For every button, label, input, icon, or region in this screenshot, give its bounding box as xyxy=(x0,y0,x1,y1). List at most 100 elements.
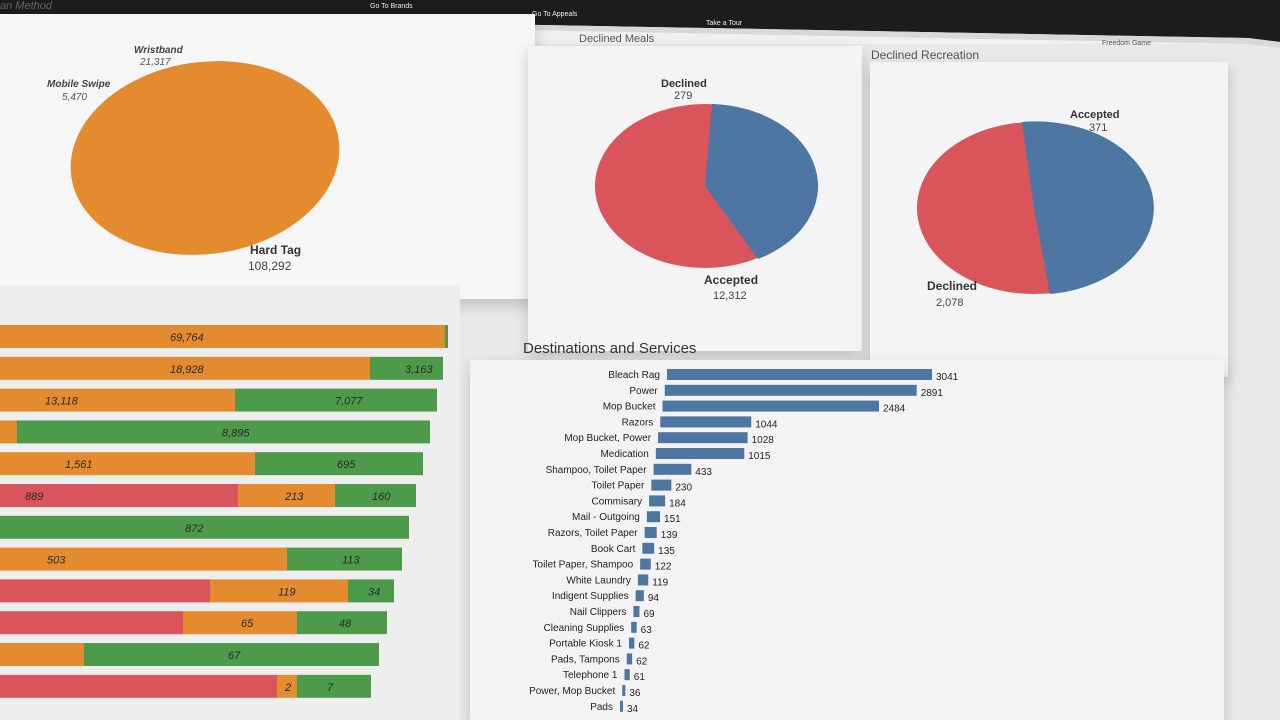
nav-freedom-game[interactable]: Freedom Game xyxy=(1102,40,1151,47)
stacked-row-segment-green[interactable] xyxy=(84,643,379,666)
stacked-row-segment-orange[interactable] xyxy=(238,484,335,507)
destinations-value-label: 61 xyxy=(634,672,646,683)
destinations-category-label: Mop Bucket xyxy=(603,402,656,413)
stacked-row-segment-green[interactable] xyxy=(335,484,416,507)
stacked-row-value-label: 695 xyxy=(337,459,356,471)
scan-method-slice-hard-tag[interactable] xyxy=(58,44,352,272)
stacked-row-segment-orange[interactable] xyxy=(0,388,235,412)
declined-meals-value-declined: 279 xyxy=(674,90,692,102)
destinations-category-label: Razors xyxy=(622,417,654,428)
stacked-row-value-label: 160 xyxy=(372,491,391,503)
destinations-bar[interactable] xyxy=(653,463,692,475)
stacked-row-segment-red[interactable] xyxy=(0,611,183,635)
declined-meals-slice-declined[interactable] xyxy=(705,104,819,259)
destinations-category-label: Toilet Paper, Shampoo xyxy=(533,560,634,571)
destinations-bar[interactable] xyxy=(651,479,672,491)
destinations-bar[interactable] xyxy=(660,416,752,428)
destinations-value-label: 63 xyxy=(641,625,653,636)
destinations-bar[interactable] xyxy=(644,527,657,538)
stacked-row-value-label: 67 xyxy=(228,650,241,662)
stacked-row-segment-green[interactable] xyxy=(445,325,448,348)
destinations-value-label: 119 xyxy=(652,577,668,588)
destinations-bar[interactable] xyxy=(642,542,655,554)
destinations-bar[interactable] xyxy=(624,669,630,681)
destinations-category-label: Power xyxy=(629,386,658,397)
declined-meals-label-declined: Declined xyxy=(661,78,707,90)
stacked-row-segment-orange[interactable] xyxy=(277,674,297,698)
destinations-category-label: Cleaning Supplies xyxy=(544,623,625,634)
stacked-row-segment-green[interactable] xyxy=(370,356,443,380)
stacked-row-value-label: 65 xyxy=(241,618,254,630)
destinations-value-label: 122 xyxy=(655,562,672,573)
destinations-value-label: 1028 xyxy=(752,435,775,446)
destinations-value-label: 62 xyxy=(636,656,648,667)
stacked-bars-chart: 69,764 18,928 3,163 13,118 7,077 8,895 1,561 69… xyxy=(0,285,460,720)
stacked-row-segment-orange[interactable] xyxy=(0,325,445,348)
stacked-row-segment-orange[interactable] xyxy=(0,452,255,476)
destinations-value-label: 69 xyxy=(643,609,655,620)
destinations-category-label: White Laundry xyxy=(566,575,630,586)
destinations-bar[interactable] xyxy=(633,606,640,617)
stacked-row-segment-orange[interactable] xyxy=(210,579,348,603)
destinations-value-label: 2484 xyxy=(883,404,906,415)
destinations-bar[interactable] xyxy=(626,653,633,665)
destinations-value-label: 230 xyxy=(675,483,692,494)
nav-go-to-appeals[interactable]: Go To Appeals xyxy=(532,11,578,18)
stacked-row-segment-orange[interactable] xyxy=(0,356,370,380)
destinations-bar[interactable] xyxy=(628,637,635,649)
stacked-row-value-label: 872 xyxy=(185,523,203,535)
stacked-row-value-label: 889 xyxy=(25,491,43,503)
destinations-bar[interactable] xyxy=(664,384,917,396)
top-nav-background xyxy=(0,0,1280,42)
stacked-row-segment-orange[interactable] xyxy=(0,547,287,571)
destinations-bar[interactable] xyxy=(655,448,745,459)
stacked-row-segment-green[interactable] xyxy=(0,515,409,539)
destinations-category-label: Nail Clippers xyxy=(570,607,627,618)
stacked-row-segment-green[interactable] xyxy=(348,579,394,603)
destinations-bar[interactable] xyxy=(620,700,623,712)
stacked-row-segment-green[interactable] xyxy=(287,547,402,571)
stacked-row-segment-orange[interactable] xyxy=(183,611,297,635)
destinations-bar[interactable] xyxy=(649,495,666,507)
stacked-row-value-label: 8,895 xyxy=(222,427,250,439)
stacked-row-value-label: 3,163 xyxy=(405,364,433,376)
destinations-bar[interactable] xyxy=(637,574,649,586)
stacked-bars-rows: 69,764 18,928 3,163 13,118 7,077 8,895 1,561 69… xyxy=(0,325,448,698)
nav-take-a-tour[interactable]: Take a Tour xyxy=(706,20,743,27)
destinations-bar[interactable] xyxy=(658,432,748,444)
declined-recreation-pie-chart: Accepted 371 Declined 2,078 xyxy=(917,109,1154,309)
destinations-bar[interactable] xyxy=(631,621,637,633)
declined-meals-label-accepted: Accepted xyxy=(704,273,758,287)
nav-go-to-brands[interactable]: Go To Brands xyxy=(370,3,413,10)
destinations-bar[interactable] xyxy=(640,558,651,570)
destinations-category-label: Power, Mop Bucket xyxy=(529,686,615,697)
destinations-value-label: 135 xyxy=(658,546,675,557)
destinations-bar[interactable] xyxy=(635,590,644,602)
stacked-row-segment-red[interactable] xyxy=(0,484,238,507)
stacked-row-segment-orange[interactable] xyxy=(0,643,84,666)
stacked-row-segment-green[interactable] xyxy=(297,611,387,635)
destinations-value-label: 151 xyxy=(664,514,681,525)
stacked-row-segment-orange[interactable] xyxy=(0,420,17,444)
scan-method-value-hard-tag: 108,292 xyxy=(248,259,292,273)
declined-recreation-slice-accepted[interactable] xyxy=(1022,121,1154,294)
destinations-bar[interactable] xyxy=(667,369,932,380)
scan-method-label-mobile-swipe: Mobile Swipe xyxy=(47,79,111,90)
stacked-row-segment-green[interactable] xyxy=(255,452,423,476)
destinations-bar[interactable] xyxy=(662,400,879,412)
stacked-row-segment-red[interactable] xyxy=(0,674,277,698)
destinations-panel xyxy=(470,360,1224,720)
stacked-row-segment-green[interactable] xyxy=(235,388,437,412)
declined-recreation-title: Declined Recreation xyxy=(871,48,980,62)
stacked-row-value-label: 113 xyxy=(342,555,360,567)
destinations-value-label: 3041 xyxy=(936,372,959,383)
destinations-bar[interactable] xyxy=(646,511,661,523)
destinations-value-label: 139 xyxy=(661,530,678,541)
destinations-category-label: Bleach Rag xyxy=(608,370,660,381)
stacked-row-segment-green[interactable] xyxy=(297,674,371,698)
destinations-category-label: Medication xyxy=(600,449,648,460)
declined-recreation-label-accepted: Accepted xyxy=(1070,109,1120,121)
stacked-row-segment-green[interactable] xyxy=(17,420,430,444)
stacked-row-segment-red[interactable] xyxy=(0,579,210,603)
destinations-bar[interactable] xyxy=(622,685,626,696)
